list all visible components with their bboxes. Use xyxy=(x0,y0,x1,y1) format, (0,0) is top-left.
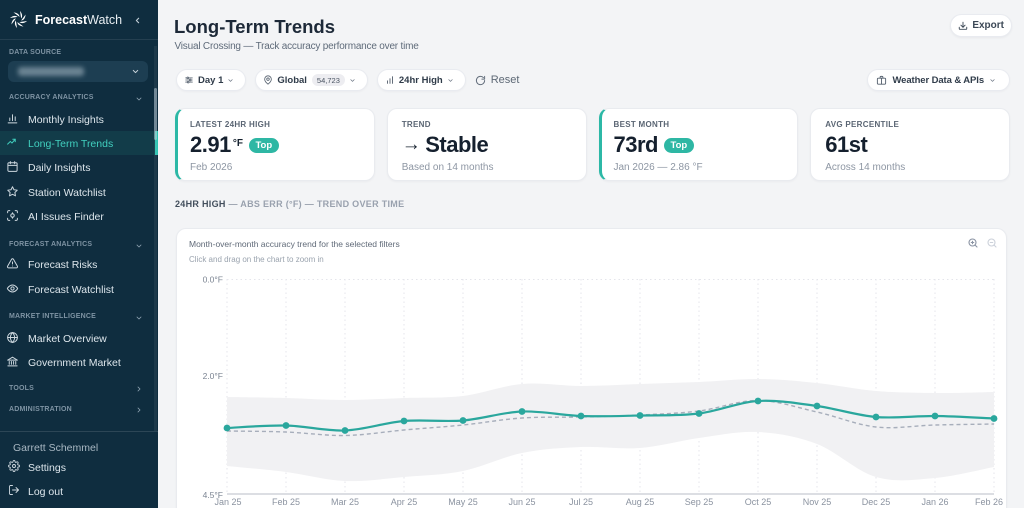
svg-text:Sep 25: Sep 25 xyxy=(685,497,714,507)
svg-text:Mar 25: Mar 25 xyxy=(331,497,359,507)
svg-text:Jan 26: Jan 26 xyxy=(921,497,948,507)
svg-text:May 25: May 25 xyxy=(448,497,478,507)
svg-text:Aug 25: Aug 25 xyxy=(626,497,655,507)
svg-text:Jan 25: Jan 25 xyxy=(214,497,241,507)
svg-text:4.5°F: 4.5°F xyxy=(203,490,223,500)
svg-text:Dec 25: Dec 25 xyxy=(862,497,891,507)
svg-text:Oct 25: Oct 25 xyxy=(745,497,772,507)
svg-text:Apr 25: Apr 25 xyxy=(391,497,418,507)
svg-text:2.0°F: 2.0°F xyxy=(203,371,223,381)
svg-text:Jul 25: Jul 25 xyxy=(569,497,593,507)
svg-text:0.0°F: 0.0°F xyxy=(203,275,223,285)
svg-text:Feb 26: Feb 26 xyxy=(975,497,1003,507)
svg-text:Jun 25: Jun 25 xyxy=(508,497,535,507)
svg-text:Feb 25: Feb 25 xyxy=(272,497,300,507)
svg-text:Nov 25: Nov 25 xyxy=(803,497,832,507)
